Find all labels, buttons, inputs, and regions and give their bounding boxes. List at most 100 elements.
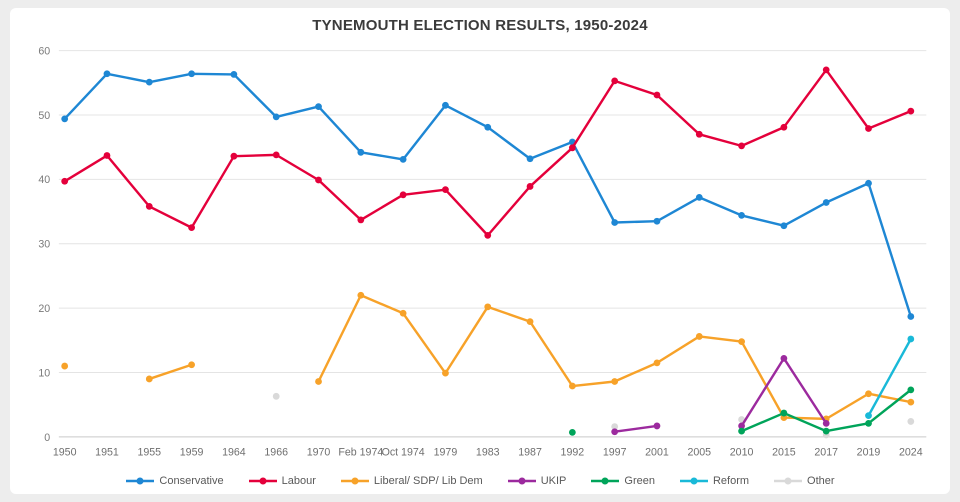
data-point-liberal-sdp-lib-dem-2010 [738,338,745,345]
data-point-green-1992 [568,428,576,436]
data-point-conservative-1959 [188,70,195,78]
data-point-labour-1970 [315,176,322,184]
data-point-conservative-1955 [145,78,153,86]
x-axis-tick-label: 2017 [814,446,838,458]
x-axis-tick-label: 1987 [518,446,542,458]
data-point-liberal-sdp-lib-dem-1959 [188,361,195,369]
series-line-labour [63,68,913,237]
series-line-ukip [613,424,659,433]
x-axis-tick-label: 1992 [561,446,585,458]
data-point-labour-1955 [145,203,153,210]
data-point-liberal-sdp-lib-dem-1997 [611,378,619,385]
x-axis-tick-label: 1964 [222,446,246,458]
data-point-other-1997 [611,423,619,430]
data-point-liberal-sdp-lib-dem-1950 [61,362,69,370]
data-point-conservative-2010 [738,212,745,219]
data-point-conservative-1951 [103,70,111,78]
series-ukip [611,354,830,436]
data-point-conservative-2024 [907,313,915,320]
legend-marker-icon [507,476,537,486]
legend-item-liberal-sdp-lib-dem: Liberal/ SDP/ Lib Dem [340,475,483,487]
data-point-labour-1997 [611,77,619,85]
data-point-green-2010 [738,427,745,435]
data-point-labour-2015 [780,123,788,131]
x-axis-tick-label: 2005 [687,446,711,458]
data-point-ukip-2001 [653,422,661,430]
legend-label: UKIP [540,475,567,487]
data-point-green-2024 [907,386,915,394]
data-point-liberal-sdp-lib-dem-1955 [145,375,153,383]
y-axis-tick-label: 0 [44,432,50,444]
data-point-liberal-sdp-lib-dem-oct-1974 [399,309,407,317]
data-point-labour-1959 [188,224,195,232]
x-axis-tick-label: Feb 1974 [338,446,383,458]
legend-item-labour: Labour [248,475,316,487]
data-point-labour-2024 [907,107,915,115]
data-point-ukip-2010 [738,422,745,430]
legend-label: Other [807,475,835,487]
x-axis-tick-label: 1966 [264,446,288,458]
legend-marker-icon [590,476,620,486]
x-axis-tick-label: 1997 [603,446,627,458]
legend-item-other: Other [773,475,835,487]
x-axis-tick-label: 1959 [180,446,204,458]
data-point-conservative-2017 [822,199,830,206]
data-point-reform-2024 [907,335,915,343]
legend-marker-icon [773,476,803,486]
y-axis-tick-label: 60 [38,45,50,57]
data-point-conservative-1979 [442,101,449,109]
data-point-conservative-2015 [780,222,788,230]
data-point-labour-2010 [738,142,745,150]
data-point-ukip-2015 [780,354,788,362]
data-point-labour-2017 [822,66,830,74]
data-point-liberal-sdp-lib-dem-1970 [315,378,322,385]
legend-marker-icon [248,476,278,486]
x-axis-labels: 1950 1951 1955 1959 1964 1966 1970 Feb 1974Oct … [53,446,923,458]
gridlines: 0 10 20 30 40 50 60 [38,45,927,444]
legend-label: Labour [281,475,316,487]
y-axis-tick-label: 40 [38,174,50,186]
data-point-liberal-sdp-lib-dem-1983 [484,303,492,311]
data-point-labour-2019 [865,125,872,132]
x-axis-tick-label: 2019 [857,446,881,458]
legend-item-conservative: Conservative [125,475,224,487]
data-point-labour-1966 [272,151,280,159]
legend-label: Conservative [159,475,224,487]
x-axis-tick-label: 2010 [730,446,754,458]
data-point-labour-1979 [442,186,449,194]
data-point-other-2024 [907,418,915,425]
data-point-liberal-sdp-lib-dem-2005 [695,333,703,340]
chart-legend: Conservative Labour Liberal/ SDP/ Lib Dem U… [10,475,950,487]
data-point-conservative-1987 [526,155,534,163]
data-point-conservative-feb-1974 [357,148,365,156]
series-line-reform [867,337,913,417]
data-point-conservative-1983 [484,123,492,131]
data-point-conservative-1997 [611,219,619,226]
data-point-labour-1951 [103,152,111,159]
legend-label: Reform [712,475,750,487]
x-axis-tick-label: 2001 [645,446,669,458]
series-liberal-sdp-lib-dem [61,291,915,423]
y-axis-tick-label: 30 [38,239,50,251]
x-axis-tick-label: 1983 [476,446,500,458]
series-line-liberal-sdp-lib-dem [148,363,193,381]
series-other [272,392,915,439]
data-point-reform-2019 [865,412,872,420]
data-point-liberal-sdp-lib-dem-2001 [653,359,661,367]
x-axis-tick-label: 1950 [53,446,77,458]
legend-label: Liberal/ SDP/ Lib Dem [373,475,483,487]
series-line-liberal-sdp-lib-dem [317,294,913,421]
x-axis-tick-label: 1979 [434,446,458,458]
y-axis-tick-label: 20 [38,303,50,315]
data-point-conservative-2019 [865,179,872,187]
x-axis-tick-label: 1970 [307,446,331,458]
data-point-labour-2005 [695,130,703,138]
data-point-ukip-2017 [822,419,830,427]
data-point-labour-1983 [484,231,492,239]
data-point-labour-feb-1974 [357,216,365,224]
data-point-green-2019 [865,419,872,427]
data-point-labour-1987 [526,183,534,190]
data-point-liberal-sdp-lib-dem-1987 [526,318,534,326]
